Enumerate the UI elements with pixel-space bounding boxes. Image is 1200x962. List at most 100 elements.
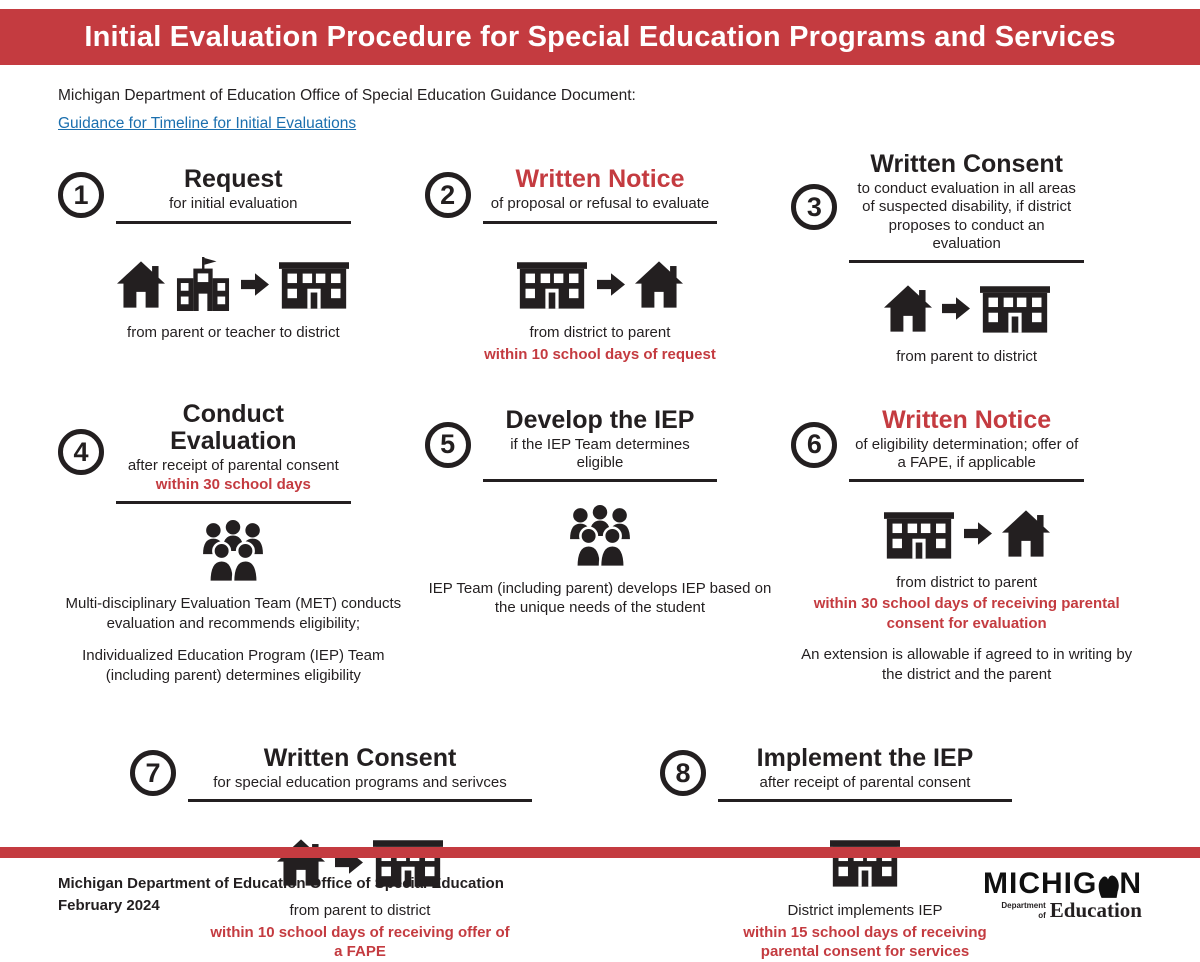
step-caption: District implements IEP	[787, 902, 943, 920]
step-6-header: 6 Written Notice of eligibility determin…	[791, 401, 1142, 489]
step-title: Develop the IEP	[505, 405, 695, 434]
arrow-icon	[596, 272, 625, 297]
intro-block: Michigan Department of Education Office …	[58, 87, 1142, 133]
footer-text: Michigan Department of Education Office …	[58, 873, 504, 918]
page-title: Initial Evaluation Procedure for Special…	[84, 20, 1116, 53]
district-building-icon	[279, 259, 350, 309]
michigan-mitten-icon	[1099, 875, 1120, 898]
footer: Michigan Department of Education Office …	[58, 864, 1142, 926]
step-4-icons	[58, 520, 409, 584]
step-subtitle: after receipt of parental consent	[127, 456, 339, 474]
wordmark-left: MICHIG	[983, 867, 1098, 900]
mde-logo: MICHIG N Department of Education	[983, 869, 1142, 921]
footer-divider-bar	[0, 847, 1200, 858]
step-title: Written Consent	[870, 150, 1063, 178]
guidance-document-text: Michigan Department of Education Office …	[58, 87, 636, 104]
step-4-number-circle: 4	[58, 429, 104, 476]
wordmark-right: N	[1119, 867, 1142, 900]
step-subtitle: if the IEP Team determines eligible	[510, 435, 690, 472]
footer-date: February 2024	[58, 897, 160, 914]
step-deadline: within 10 school days of receiving offer…	[210, 923, 510, 961]
step-8-number-circle: 8	[660, 750, 706, 797]
step-7-number-circle: 7	[130, 750, 176, 797]
step-subtitle: of eligibility determination; offer of a…	[855, 435, 1079, 472]
step-4-header: 4 Conduct Evaluation after receipt of pa…	[58, 399, 409, 505]
step-1: 1 Request for initial evaluation	[58, 151, 409, 343]
logo-subline: Department of Education	[983, 900, 1142, 921]
step-subtitle: for special education programs and seriv…	[213, 773, 507, 791]
step-1-icons	[58, 255, 409, 313]
step-title: Written Notice	[882, 405, 1052, 434]
step-6: 6 Written Notice of eligibility determin…	[791, 401, 1142, 685]
step-number: 4	[73, 436, 89, 467]
arrow-icon	[941, 296, 970, 321]
step-4-title-box: Conduct Evaluation after receipt of pare…	[116, 399, 351, 505]
step-2-icons	[425, 255, 776, 313]
house-icon	[1001, 510, 1050, 557]
step-subtitle-deadline: within 30 school days	[155, 475, 311, 493]
footer-org: Michigan Department of Education Office …	[58, 874, 504, 892]
step-caption: from district to parent	[529, 324, 671, 341]
district-building-icon	[883, 509, 954, 559]
step-number: 7	[145, 757, 161, 788]
step-8-title-box: Implement the IEP after receipt of paren…	[718, 743, 1012, 802]
step-caption: from parent to district	[289, 902, 431, 920]
step-5-header: 5 Develop the IEP if the IEP Team determ…	[424, 401, 776, 489]
education-text: Education	[1049, 898, 1142, 922]
step-number: 6	[806, 429, 822, 460]
step-5-title-box: Develop the IEP if the IEP Team determin…	[482, 405, 718, 483]
step-caption: from parent to district	[896, 348, 1038, 366]
step-caption-2: Individualized Education Program (IEP) T…	[82, 647, 385, 684]
step-3-header: 3 Written Consent to conduct evaluation …	[791, 150, 1142, 264]
steps-row-1: 1 Request for initial evaluation	[58, 151, 1142, 367]
step-title: Conduct Evaluation	[170, 399, 297, 455]
department-of-text: Department of	[1001, 901, 1046, 920]
step-7-header: 7 Written Consent for special education …	[130, 729, 590, 817]
district-building-icon	[979, 283, 1050, 333]
steps-row-2: 4 Conduct Evaluation after receipt of pa…	[58, 399, 1142, 686]
step-title: Written Consent	[263, 743, 457, 772]
house-icon	[883, 285, 932, 332]
step-caption: IEP Team (including parent) develops IEP…	[428, 579, 772, 617]
step-1-header: 1 Request for initial evaluation	[58, 151, 409, 239]
guidance-timeline-link[interactable]: Guidance for Timeline for Initial Evalua…	[58, 115, 357, 132]
step-extension-note: An extension is allowable if agreed to i…	[801, 646, 1133, 683]
people-group-icon	[192, 520, 274, 584]
step-deadline: within 15 school days of receiving paren…	[743, 923, 987, 961]
header-bar: Initial Evaluation Procedure for Special…	[0, 9, 1200, 65]
step-title: Written Notice	[515, 165, 685, 194]
step-5-number-circle: 5	[424, 421, 471, 468]
step-6-icons	[791, 505, 1142, 563]
step-caption: Multi-disciplinary Evaluation Team (MET)…	[65, 595, 402, 632]
arrow-icon	[241, 272, 270, 297]
step-number: 5	[440, 429, 456, 460]
step-3: 3 Written Consent to conduct evaluation …	[791, 151, 1142, 367]
step-number: 2	[440, 179, 456, 210]
step-subtitle: to conduct evaluation in all areas of su…	[857, 180, 1076, 252]
step-8-header: 8 Implement the IEP after receipt of par…	[660, 729, 1070, 817]
main-content: Michigan Department of Education Office …	[0, 87, 1200, 962]
school-icon	[175, 257, 231, 311]
step-3-icons	[791, 279, 1142, 337]
house-icon	[117, 260, 166, 308]
step-title: Implement the IEP	[756, 743, 974, 772]
step-1-number-circle: 1	[58, 172, 104, 218]
step-deadline: within 30 school days of receiving paren…	[813, 595, 1120, 632]
step-caption: from district to parent	[896, 573, 1038, 591]
step-title: Request	[184, 165, 283, 194]
step-5-icons	[425, 504, 776, 569]
step-caption: from parent or teacher to district	[127, 324, 340, 341]
step-4: 4 Conduct Evaluation after receipt of pa…	[58, 399, 409, 686]
step-subtitle: for initial evaluation	[169, 195, 298, 213]
michigan-wordmark: MICHIG N	[983, 869, 1142, 899]
step-number: 3	[806, 191, 822, 222]
step-2-title-box: Written Notice of proposal or refusal to…	[482, 165, 718, 224]
step-deadline: within 10 school days of request	[484, 345, 716, 363]
step-2-number-circle: 2	[424, 172, 471, 218]
step-number: 8	[675, 757, 691, 788]
district-building-icon	[516, 259, 587, 309]
step-2-header: 2 Written Notice of proposal or refusal …	[424, 151, 776, 239]
step-1-title-box: Request for initial evaluation	[116, 165, 351, 224]
step-number: 1	[73, 179, 89, 210]
people-group-icon	[559, 504, 641, 569]
